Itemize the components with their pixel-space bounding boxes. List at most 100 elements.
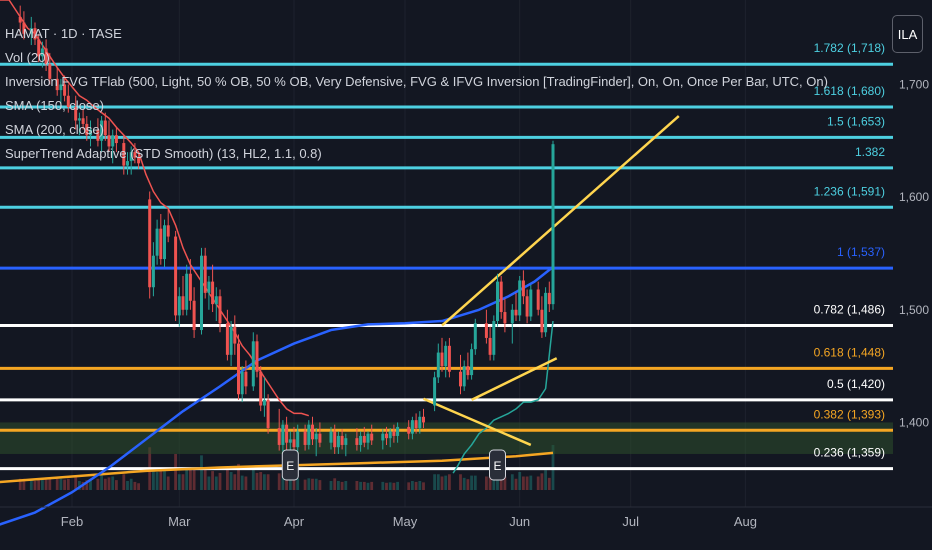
candle-body [229,326,233,355]
candle-body [344,438,348,445]
volume-bar [22,478,26,490]
volume-bar [436,474,440,490]
candle-body [240,371,244,395]
candle [296,424,300,454]
candle-body [44,48,48,65]
candle [225,309,229,361]
candle [329,426,333,450]
candle [285,416,289,451]
volume-bar [29,478,33,490]
candle [33,22,37,46]
sma-150-line [0,265,554,526]
candle [473,318,477,355]
candle [18,5,22,34]
candle [177,287,181,327]
candle-body [440,352,444,367]
volume-bar [159,469,163,490]
candle-body [103,120,107,136]
volume-bar [547,477,551,490]
candle [155,219,159,265]
volume-bar [33,481,37,490]
volume-bar [174,454,177,490]
candle-body [266,399,270,429]
candle-body [529,289,533,317]
candle-body [303,431,307,445]
volume-bar [355,481,359,490]
candle-body [192,300,196,331]
candle [484,309,488,344]
candle [414,413,418,434]
earnings-marker[interactable]: E [489,449,506,481]
earnings-marker[interactable]: E [281,449,299,481]
candle-body [29,28,33,34]
candle-body [385,433,388,439]
candle-body [473,323,477,350]
volume-bar [251,466,255,490]
volume-bar [185,469,189,490]
candle [55,67,59,96]
x-tick-label: Jul [622,514,639,529]
candle-body [281,424,285,445]
candle-body [133,152,137,158]
indicator-inversion-fvg[interactable]: Inversion FVG TFlab (500, Light, 50 % OB… [5,74,828,89]
price-axis[interactable]: 1,400 1,500 1,600 1,700 [899,77,929,429]
volume-bar [499,472,503,490]
candle-body [370,433,374,441]
candle-body [207,281,211,293]
volume-bar [311,478,314,490]
indicator-sma-150[interactable]: SMA (150, close) [5,98,104,113]
indicator-supertrend[interactable]: SuperTrend Adaptive (STD Smooth) (13, HL… [5,146,322,161]
volume-bars [18,445,555,490]
candle-body [163,225,166,260]
candle [307,420,311,450]
candle-body [433,377,437,406]
volume-bar [385,482,388,490]
candle [44,39,48,71]
candle [440,337,444,372]
candle-body [551,144,555,305]
volume-bar [111,476,115,490]
volume-bar [510,474,514,490]
volume-bar [129,478,133,490]
currency-button[interactable]: ILA [892,15,923,53]
candle [188,259,192,310]
volume-bar [122,474,126,490]
candle [237,334,240,400]
indicator-sma-200[interactable]: SMA (200, close) [5,122,104,137]
time-axis[interactable]: Feb Mar Apr May Jun Jul Aug [61,514,757,529]
candle [521,270,525,305]
candle-body [22,22,26,34]
volume-bar [340,481,344,490]
y-tick-label: 1,600 [899,190,929,204]
volume-bar [522,476,525,490]
candle [151,242,155,297]
candle-body [466,366,470,376]
indicator-volume[interactable]: Vol (20) [5,50,50,65]
candle-body [81,118,85,124]
candle-body [129,152,133,162]
fib-label: 0.5 (1,420) [827,377,885,391]
candle [466,352,470,380]
candle [96,118,100,147]
candle [525,289,529,324]
candle-body [392,431,396,436]
trendline-cross [423,397,532,447]
candle [244,360,248,395]
volume-bar [155,472,159,490]
candle [126,152,129,175]
volume-bar [303,479,307,490]
candle [77,112,81,136]
candle-body [89,129,92,136]
volume-bar [218,472,222,490]
symbol-title[interactable]: HAMAT · 1D · TASE [5,26,122,41]
candle [266,394,270,434]
candle-body [77,118,81,121]
volume-bar [485,476,488,490]
candle-body [111,135,115,147]
volume-bar [74,476,78,490]
candle [181,275,185,316]
candle [433,371,437,412]
candle [89,120,92,147]
